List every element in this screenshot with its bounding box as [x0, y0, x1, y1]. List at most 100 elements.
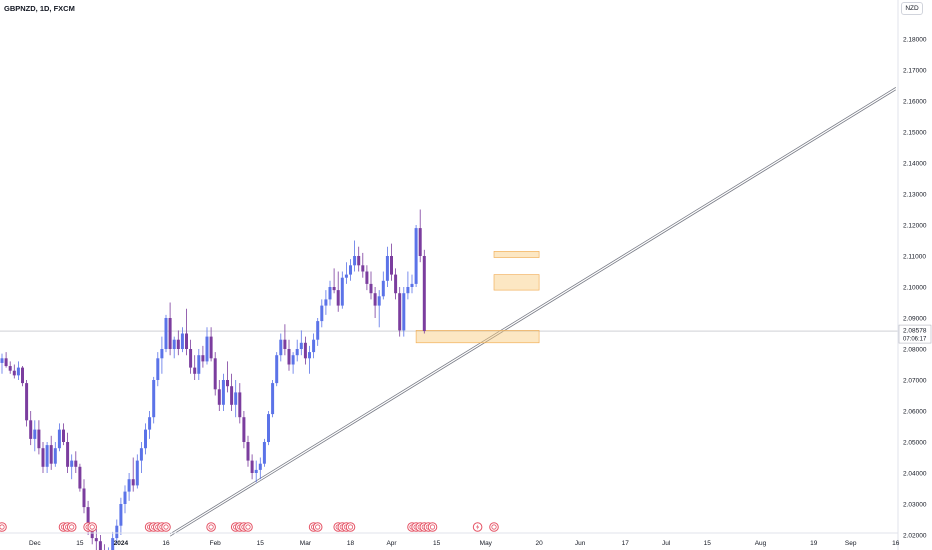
candle	[0, 353, 4, 374]
candle-body	[221, 380, 225, 405]
y-tick-label: 2.07000	[903, 378, 927, 385]
candle-body	[418, 228, 422, 256]
candle-body	[82, 488, 86, 508]
event-marker-core	[69, 524, 75, 530]
candle-body	[139, 448, 143, 461]
candle-body	[74, 460, 78, 467]
candle-body	[258, 463, 262, 470]
candle	[49, 435, 53, 470]
economic-event-icon[interactable]	[312, 522, 323, 532]
candle	[123, 485, 127, 514]
candle	[29, 411, 33, 446]
candle-body	[25, 383, 29, 421]
candle	[12, 364, 16, 379]
x-tick-label: Jul	[662, 540, 671, 547]
candle-body	[234, 392, 238, 405]
candle-body	[86, 507, 90, 529]
symbol-title[interactable]: GBPNZD, 1D, FXCM	[4, 4, 75, 13]
candle-body	[152, 380, 156, 418]
candle	[176, 330, 180, 356]
candle	[217, 380, 221, 411]
candle-body	[45, 445, 49, 467]
event-marker-ring	[161, 522, 171, 532]
x-tick-label: 20	[535, 540, 543, 547]
x-tick-label: Sep	[845, 540, 857, 547]
candle-body	[324, 299, 328, 306]
price-tag-countdown: 07:06:17	[903, 337, 927, 343]
candle-body	[160, 349, 164, 359]
x-tick-label: 19	[810, 540, 818, 547]
y-tick-label: 2.06000	[903, 409, 927, 416]
candle-body	[98, 541, 102, 550]
x-tick-label: 16	[892, 540, 900, 547]
x-tick-label: 16	[162, 540, 170, 547]
candle-body	[164, 318, 168, 349]
candle-body	[127, 479, 131, 492]
candle	[70, 454, 74, 480]
event-marker-core	[315, 524, 321, 530]
zone-box[interactable]	[493, 274, 540, 291]
candle-body	[398, 293, 402, 331]
currency-button[interactable]: NZD	[901, 2, 923, 15]
candle-body	[66, 442, 70, 467]
candle	[373, 287, 377, 318]
candle-body	[226, 380, 229, 387]
economic-event-icon[interactable]	[427, 522, 438, 532]
candle	[340, 271, 344, 309]
zone-box[interactable]	[493, 251, 540, 258]
candle	[308, 345, 311, 374]
candle-body	[414, 228, 418, 284]
economic-event-icon[interactable]	[243, 522, 253, 532]
candle	[53, 442, 57, 467]
candle-body	[78, 466, 82, 489]
candle	[328, 280, 332, 306]
candle	[226, 361, 229, 393]
candle	[418, 209, 422, 263]
candle-body	[381, 280, 385, 297]
economic-event-icon[interactable]	[66, 522, 77, 532]
candle	[98, 535, 102, 550]
event-marker-core	[208, 524, 214, 530]
economic-event-icon[interactable]	[0, 522, 7, 532]
candle-body	[365, 271, 369, 284]
y-tick-label: 2.02000	[903, 533, 927, 540]
candle	[172, 336, 176, 359]
candle-body	[33, 429, 37, 439]
candle	[357, 246, 361, 272]
candle	[365, 265, 369, 291]
candle-body	[385, 256, 389, 281]
candle-body	[180, 333, 184, 349]
candle	[303, 336, 307, 365]
economic-event-icon[interactable]	[345, 522, 356, 532]
candle-body	[344, 274, 348, 278]
candle	[62, 423, 65, 446]
y-tick-label: 2.09000	[903, 316, 927, 323]
candles	[0, 209, 426, 550]
candle-body	[308, 352, 311, 359]
candle-body	[271, 383, 275, 415]
candle-body	[123, 491, 127, 504]
economic-event-icon[interactable]	[87, 522, 97, 532]
x-tick-label: 15	[433, 540, 441, 547]
candle-body	[406, 287, 410, 294]
event-marker-ring	[206, 522, 216, 532]
candle-body	[303, 342, 307, 359]
candle	[279, 333, 283, 362]
economic-event-icon[interactable]	[206, 522, 216, 532]
candle	[406, 271, 410, 300]
candle	[201, 345, 205, 368]
economic-event-icon[interactable]	[161, 522, 171, 532]
economic-event-icon[interactable]	[489, 522, 499, 532]
candle	[4, 352, 8, 368]
zone-box[interactable]	[415, 330, 540, 344]
candle	[16, 361, 20, 380]
candle	[180, 327, 184, 353]
candle	[316, 318, 320, 346]
candle-body	[230, 386, 234, 405]
candle-body	[176, 339, 180, 349]
flash-event-icon[interactable]	[472, 522, 483, 532]
candle-body	[238, 392, 242, 418]
event-marker-core	[491, 524, 497, 530]
candle	[21, 366, 24, 387]
